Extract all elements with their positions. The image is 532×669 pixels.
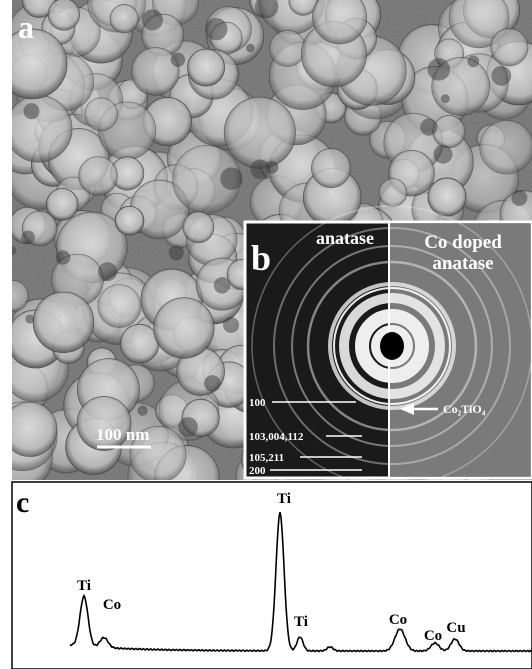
ring-label: 103,004,112 bbox=[249, 431, 304, 443]
peak-label: Co bbox=[424, 628, 442, 644]
peak-label: Cu bbox=[446, 620, 465, 636]
peak-label: Ti bbox=[294, 614, 308, 630]
peak-label: Ti bbox=[77, 578, 91, 594]
panel-label: c bbox=[16, 486, 29, 519]
ring-label: 200 bbox=[249, 465, 266, 477]
inset-title: anatase bbox=[316, 228, 374, 248]
beam-stop bbox=[380, 332, 404, 360]
scale-bar-label: 100 nm bbox=[96, 425, 149, 444]
peak-label: Ti bbox=[277, 491, 291, 507]
peak-label: Co bbox=[103, 597, 121, 613]
figure: a 100 nm b anatase Co doped anatase 100 … bbox=[0, 0, 532, 669]
arrow-label: Co₂TiO₄ bbox=[443, 402, 486, 416]
inset-title: anatase bbox=[432, 253, 493, 274]
panel-label: b bbox=[251, 238, 271, 278]
inset-title: Co doped bbox=[424, 232, 502, 253]
ring-label: 100 bbox=[249, 397, 266, 409]
spectrum-frame bbox=[12, 482, 532, 669]
ring-label: 105,211 bbox=[249, 452, 284, 464]
panel-label: a bbox=[18, 9, 34, 45]
peak-label: Co bbox=[389, 612, 407, 628]
